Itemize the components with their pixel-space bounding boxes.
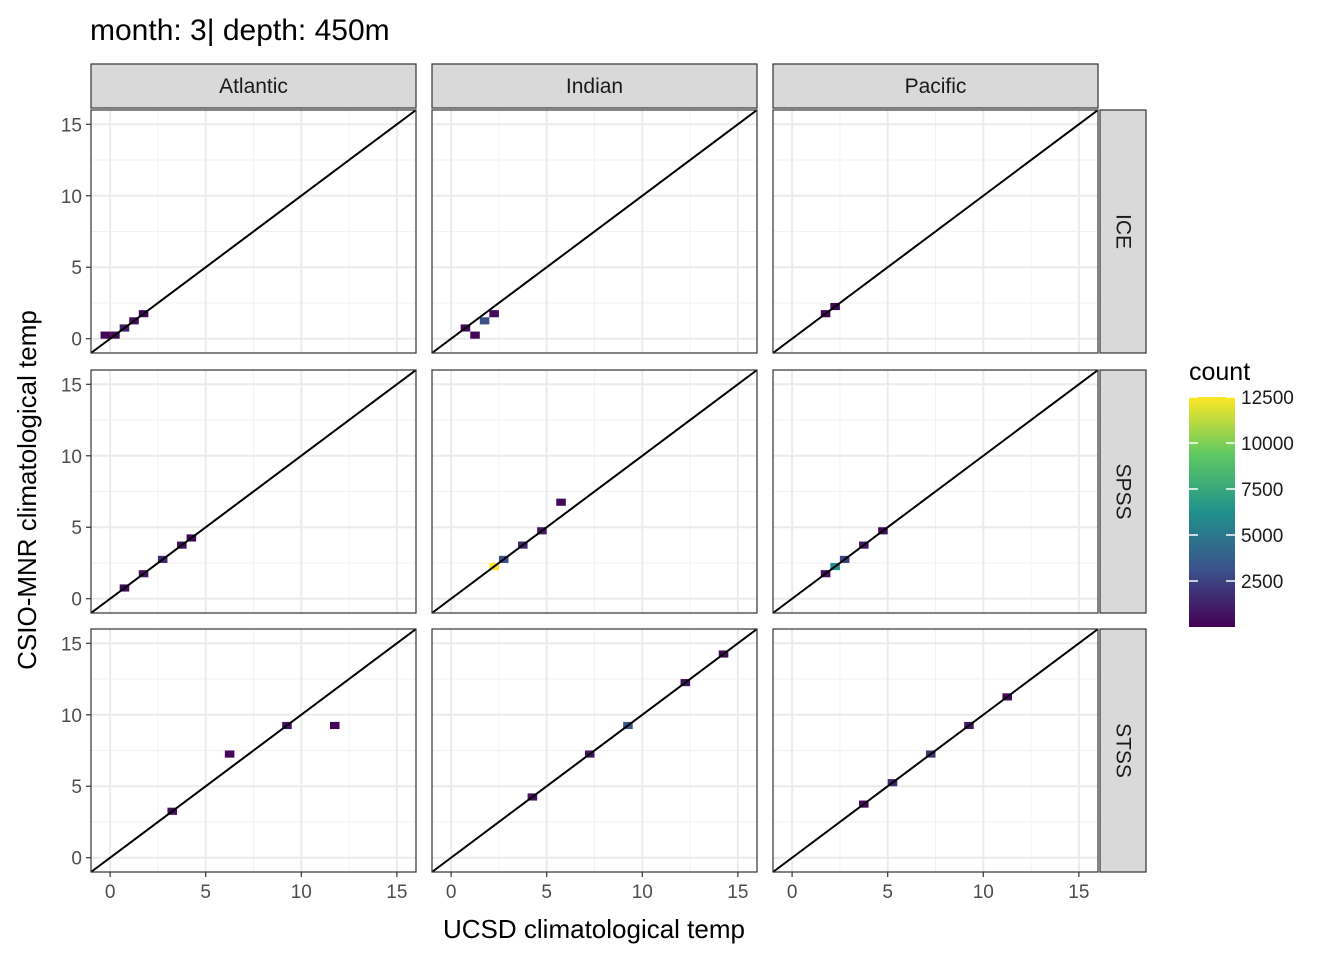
- heatmap-bin: [329, 721, 340, 730]
- panel-pacific-spss: [772, 369, 1099, 614]
- facet-strip-ice: [1099, 109, 1147, 354]
- legend-tick-label: 2500: [1241, 572, 1283, 593]
- facet-label-indian: Indian: [566, 75, 623, 98]
- x-tick-label: 10: [973, 882, 994, 903]
- identity-line: [772, 369, 1099, 614]
- legend-tick-label: 10000: [1241, 434, 1294, 455]
- x-tick-label: 15: [386, 882, 407, 903]
- panel-border: [431, 369, 758, 614]
- panel-border: [90, 628, 417, 873]
- identity-line: [90, 369, 417, 614]
- panel-border: [90, 109, 417, 354]
- panel-atlantic-spss: [90, 369, 417, 614]
- y-tick-label: 5: [71, 518, 82, 539]
- x-tick-label: 10: [291, 882, 312, 903]
- x-tick-label: 10: [632, 882, 653, 903]
- chart-title: month: 3| depth: 450m: [90, 14, 390, 47]
- panel-indian-stss: [431, 628, 758, 873]
- identity-line: [772, 628, 1099, 873]
- heatmap-bin: [224, 750, 235, 758]
- identity-line: [431, 628, 758, 873]
- y-tick-label: 10: [61, 447, 82, 468]
- panel-pacific-ice: [772, 109, 1099, 354]
- identity-line: [431, 369, 758, 614]
- x-tick-label: 15: [1068, 882, 1089, 903]
- y-tick-label: 0: [71, 590, 82, 611]
- heatmap-bin: [556, 498, 566, 506]
- x-tick-label: 15: [727, 882, 748, 903]
- panel-indian-spss: [431, 369, 758, 614]
- panel-border: [772, 628, 1099, 873]
- facet-strip-atlantic: [90, 63, 417, 109]
- heatmap-bin: [479, 317, 490, 325]
- panel-border: [431, 109, 758, 354]
- y-tick-label: 10: [61, 187, 82, 208]
- facet-strip-pacific: [772, 63, 1099, 109]
- identity-line: [431, 109, 758, 354]
- legend-title: count: [1189, 358, 1250, 386]
- y-tick-label: 15: [61, 375, 82, 396]
- panel-border: [90, 369, 417, 614]
- y-tick-label: 15: [61, 634, 82, 655]
- legend: count 2500 5000 7500 10000 12500: [1189, 358, 1294, 627]
- facet-label-spss: SPSS: [1112, 463, 1135, 519]
- panel-atlantic-ice: [90, 109, 417, 354]
- facet-label-pacific: Pacific: [905, 75, 967, 98]
- x-tick-label: 5: [541, 882, 552, 903]
- panel-pacific-stss: [772, 628, 1099, 873]
- y-axis-label: CSIO-MNR climatological temp: [12, 310, 42, 670]
- x-tick-label: 0: [446, 882, 457, 903]
- x-tick-label: 5: [882, 882, 893, 903]
- heatmap-bin: [489, 310, 499, 318]
- legend-tick-label: 5000: [1241, 526, 1283, 547]
- identity-line: [772, 109, 1099, 354]
- facet-label-stss: STSS: [1112, 723, 1135, 778]
- panel-border: [431, 628, 758, 873]
- y-tick-label: 10: [61, 706, 82, 727]
- panel-border: [772, 109, 1099, 354]
- heatmap-bin: [470, 331, 480, 339]
- facet-strip-spss: [1099, 369, 1147, 614]
- facet-label-atlantic: Atlantic: [219, 75, 288, 98]
- x-axis-label: UCSD climatological temp: [443, 914, 745, 944]
- y-tick-label: 0: [71, 330, 82, 351]
- x-tick-label: 5: [200, 882, 211, 903]
- x-tick-label: 0: [105, 882, 116, 903]
- panel-border: [772, 369, 1099, 614]
- y-tick-label: 5: [71, 258, 82, 279]
- y-tick-label: 0: [71, 849, 82, 870]
- legend-colorbar: [1189, 397, 1235, 627]
- x-tick-label: 0: [787, 882, 798, 903]
- facet-strip-indian: [431, 63, 758, 109]
- legend-tick-label: 7500: [1241, 480, 1283, 501]
- panel-indian-ice: [431, 109, 758, 354]
- y-tick-label: 5: [71, 777, 82, 798]
- heatmap-bin: [100, 331, 111, 339]
- facet-label-ice: ICE: [1112, 214, 1135, 249]
- identity-line: [90, 628, 417, 873]
- panel-atlantic-stss: [90, 628, 417, 873]
- y-tick-label: 15: [61, 115, 82, 136]
- facet-strip-stss: [1099, 628, 1147, 873]
- identity-line: [90, 109, 417, 354]
- legend-tick-label: 12500: [1241, 388, 1294, 409]
